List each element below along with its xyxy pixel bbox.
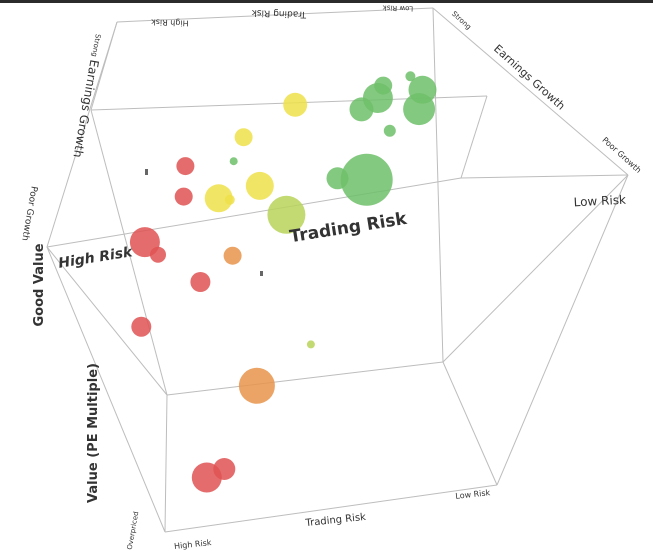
bubble — [383, 124, 396, 137]
bubble — [245, 171, 274, 200]
bubble — [229, 157, 238, 166]
bubble — [224, 194, 235, 205]
bubble — [204, 184, 233, 213]
left-z-low-label: Poor Growth — [19, 185, 38, 241]
top-x-title: Trading Risk — [251, 7, 308, 19]
left-z-high-label: Strong — [90, 33, 102, 57]
bubble — [174, 187, 193, 206]
bubble — [213, 458, 236, 480]
axis-labels: High Risk Trading Risk Low Risk Strong E… — [19, 3, 643, 551]
bubble — [129, 227, 160, 258]
bubble — [267, 195, 306, 234]
box-edges — [46, 7, 629, 533]
top-x-low-label: High Risk — [151, 17, 189, 27]
bubble — [405, 71, 416, 82]
bubble — [283, 92, 308, 117]
bubble — [176, 157, 195, 176]
floor-x-low-label: High Risk — [174, 538, 213, 551]
bubble — [362, 83, 393, 113]
left-z-title: Earnings Growth — [70, 59, 101, 159]
top-x-high-label: Low Risk — [382, 3, 414, 12]
left-y-title: Value (PE Multiple) — [86, 363, 101, 503]
floor-x-high-label: Low Risk — [455, 488, 491, 501]
mid-x-title: Trading Risk — [288, 209, 408, 247]
floor-x-title: Trading Risk — [304, 512, 367, 529]
top-bar — [0, 0, 653, 3]
bubble — [306, 340, 315, 349]
mid-x-low-label: High Risk — [57, 244, 135, 272]
bubble — [403, 93, 436, 126]
bubble — [131, 316, 152, 337]
bubble — [234, 128, 253, 147]
bubble — [340, 153, 393, 206]
axis-marker — [260, 271, 263, 276]
bubble-layer — [129, 71, 437, 493]
bubble — [223, 246, 242, 265]
axis-marker — [145, 169, 148, 175]
left-y-low-label: Overpriced — [126, 511, 141, 551]
right-z-title: Earnings Growth — [491, 42, 567, 113]
bubble — [238, 367, 275, 404]
right-z-high-label: Strong — [450, 10, 473, 31]
left-y-high-label: Good Value — [32, 243, 47, 326]
bubble — [190, 272, 211, 292]
mid-x-high-label: Low Risk — [573, 193, 626, 210]
